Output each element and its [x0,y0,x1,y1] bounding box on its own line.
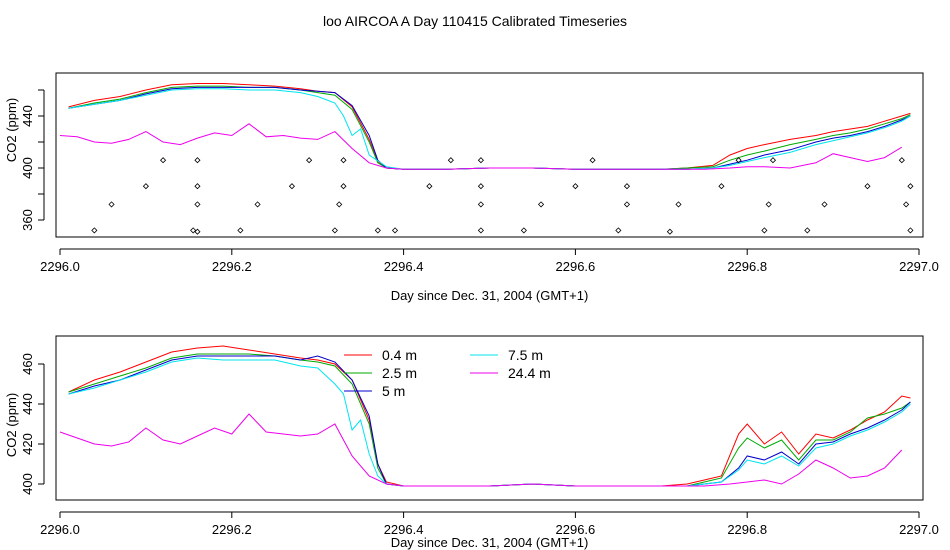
legend-label: 0.4 m [382,347,417,363]
diamond-point [331,227,338,234]
diamond-point [864,183,871,190]
x-tick-label: 2296.8 [727,522,767,537]
legend-label: 5 m [382,383,405,399]
y-tick-label: 460 [20,353,35,375]
x-axis-label: Day since Dec. 31, 2004 (GMT+1) [391,535,589,550]
y-tick-label: 440 [20,393,35,415]
diamond-point [254,201,261,208]
x-tick-label: 2297.0 [899,259,939,274]
x-tick-label: 2296.6 [556,259,596,274]
diamond-point [336,201,343,208]
diamond-point [108,201,115,208]
series-line-1 [68,353,911,487]
diamond-point [194,201,201,208]
y-tick-label: 360 [20,209,35,231]
series-line-3 [68,88,911,170]
diamond-point [194,157,201,164]
plot-frame [55,335,924,501]
diamond-point [821,201,828,208]
diamond-point [237,227,244,234]
y-tick-label: 400 [20,473,35,495]
series-line-1 [68,85,911,170]
x-tick-label: 2296.4 [384,259,424,274]
diamond-point [374,227,381,234]
x-tick-label: 2296.0 [40,522,80,537]
y-tick-label: 420 [20,433,35,455]
chart-title: loo AIRCOA A Day 110415 Calibrated Times… [323,13,627,29]
diamond-point [623,201,631,208]
x-tick-label: 2296.2 [212,259,252,274]
diamond-point [615,227,622,234]
diamond-point [426,183,433,190]
x-tick-label: 2296.6 [556,522,596,537]
diamond-point [391,227,399,234]
diamond-point [675,201,682,208]
diamond-point [520,227,527,234]
x-tick-label: 2296.4 [384,522,424,537]
series-line-2 [68,86,911,170]
diamond-point [91,227,98,234]
diamond-point [572,183,579,190]
chart-panel-bottom: 2296.0 2296.2 2296.4 2296.6 2296.8 2297.0 Day … [4,335,939,550]
diamond-point [340,183,347,190]
diamond-point [907,183,914,190]
diamond-point [898,157,905,164]
diamond-point [903,201,910,208]
diamond-point [477,201,484,208]
diamond-point [160,157,167,164]
series-line-3 [68,357,911,487]
diamond-point [765,201,772,208]
legend-label: 24.4 m [508,365,551,381]
plot-frame [55,72,924,238]
chart-panel-top: 2296.0 2296.2 2296.4 2296.6 2296.8 2297.0 Day … [4,72,939,303]
series-line-2 [68,355,911,487]
diamond-point [142,183,149,190]
diamond-point [804,227,811,234]
legend-label: 7.5 m [508,347,543,363]
y-tick-label: 440 [20,105,35,127]
x-axis-label: Day since Dec. 31, 2004 (GMT+1) [391,288,589,303]
diamond-point [666,228,673,235]
series-line-0 [68,83,911,170]
diamond-point [477,227,484,234]
diamond-point [589,157,596,164]
diamond-point [769,157,777,164]
x-tick-label: 2297.0 [899,522,939,537]
y-axis-label: CO2 (ppm) [4,98,19,162]
diamond-point [761,227,768,234]
diamond-point [194,228,201,235]
diamond-point [288,183,295,190]
diamond-point [447,157,454,164]
diamond-point [735,157,742,164]
x-tick-label: 2296.0 [40,259,80,274]
x-tick-label: 2296.2 [212,522,252,537]
diamond-point [623,183,631,190]
legend-label: 2.5 m [382,365,417,381]
diamond-point [190,227,197,234]
y-tick-label: 400 [20,157,35,179]
diamond-point [907,227,914,234]
y-axis-label: CO2 (ppm) [4,393,19,457]
series-line-4 [59,413,903,487]
series-line-4 [59,123,903,170]
diamond-point [718,183,725,190]
diamond-point [477,157,484,164]
series-line-0 [68,345,911,487]
diamond-point [340,157,347,164]
diamond-point [306,157,313,164]
x-tick-label: 2296.8 [727,259,767,274]
diamond-point [477,183,484,190]
diamond-point [194,183,201,190]
diamond-point [537,201,545,208]
